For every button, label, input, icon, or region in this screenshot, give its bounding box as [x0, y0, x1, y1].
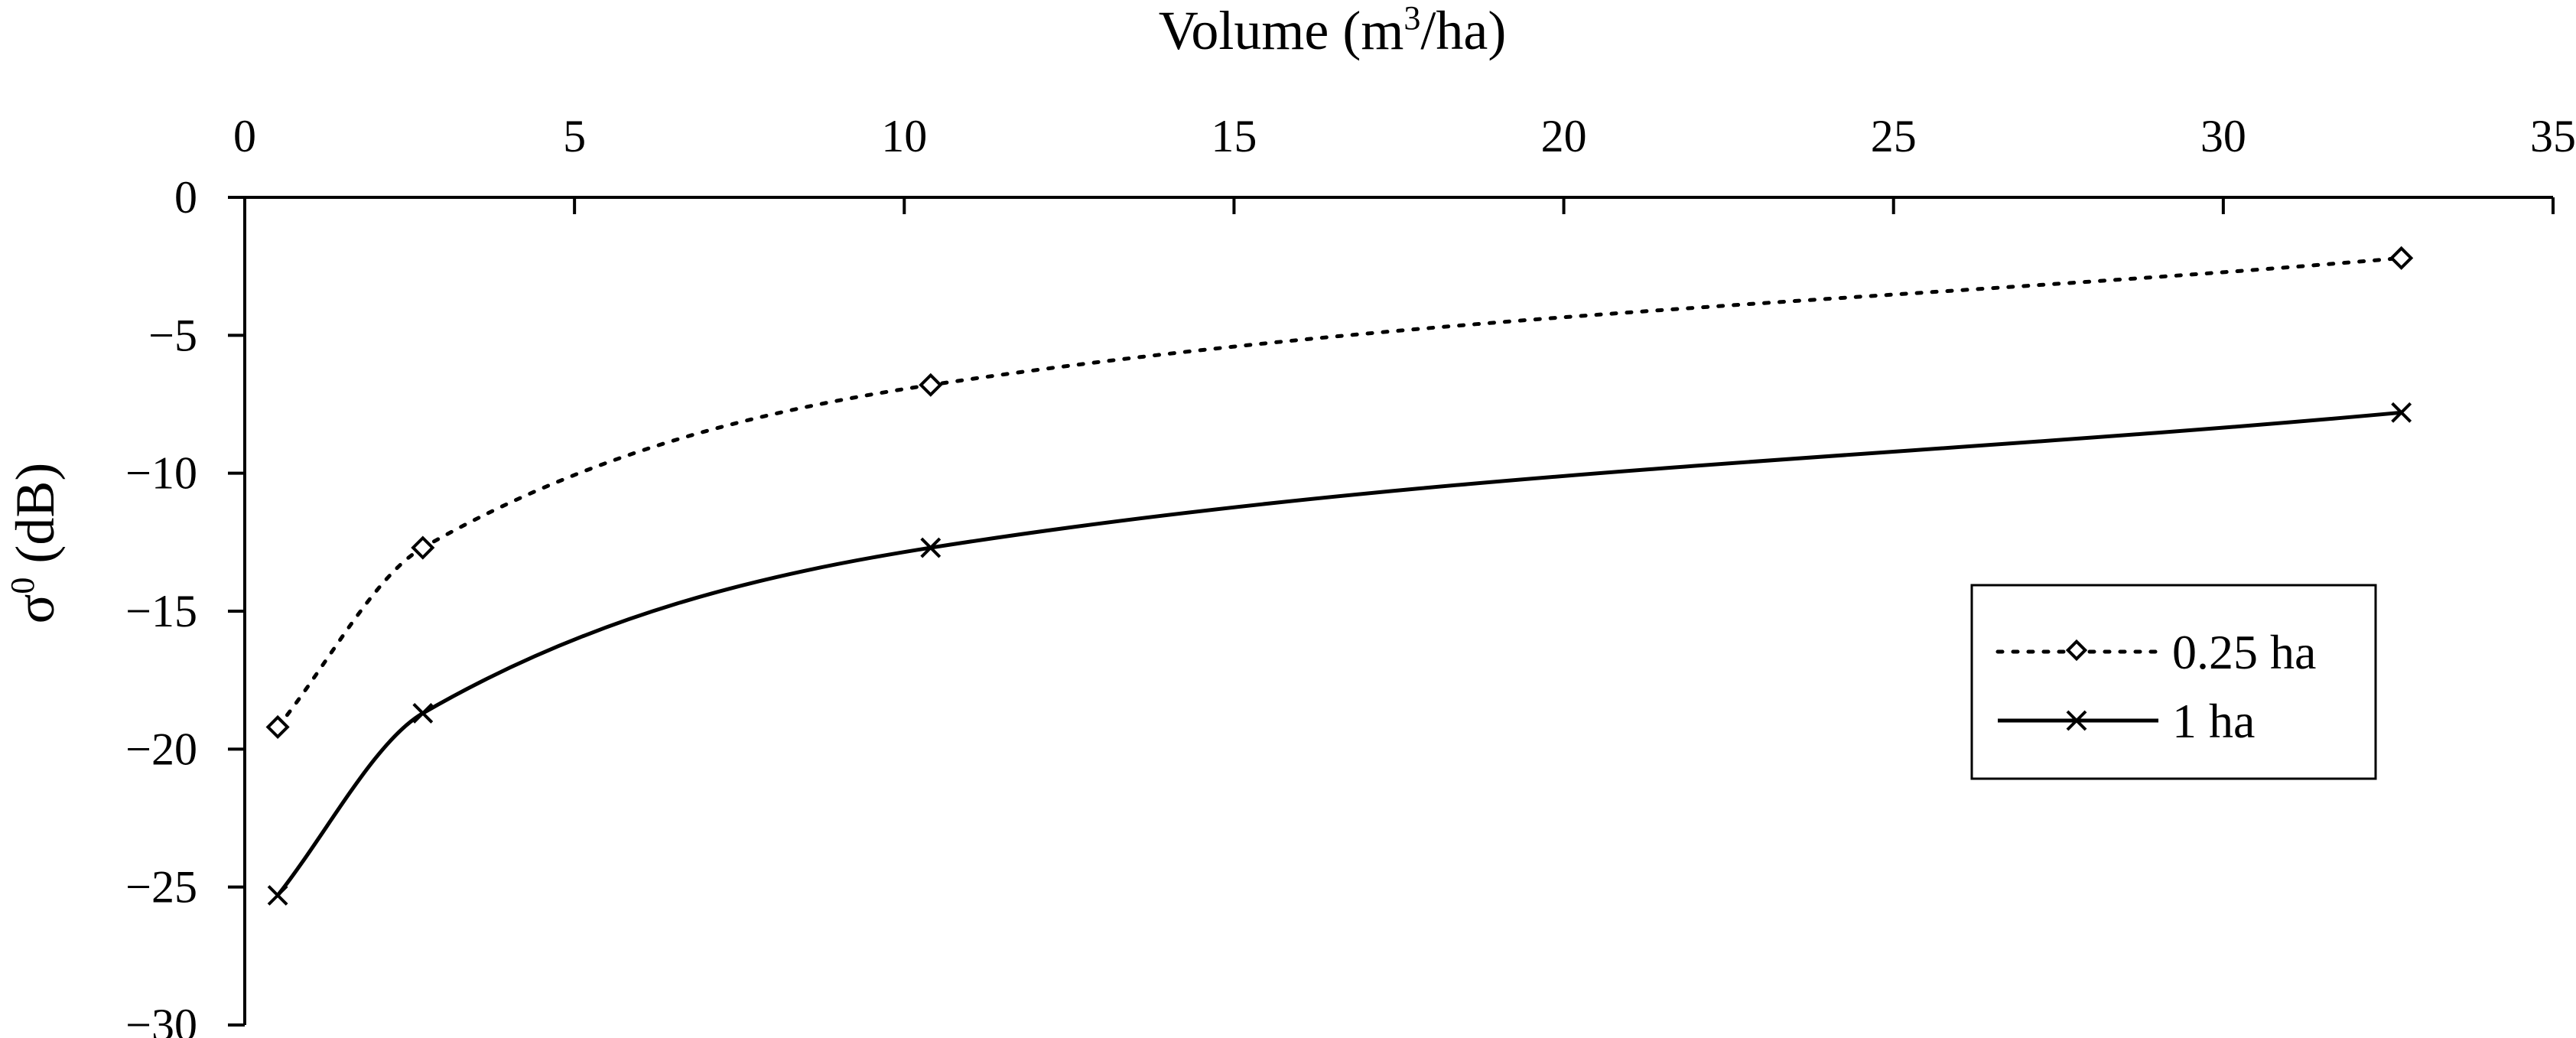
data-point-x: [2391, 402, 2412, 423]
y-tick-label: −20: [125, 724, 197, 774]
x-tick-label: 5: [563, 111, 586, 161]
data-point-x: [920, 537, 942, 558]
data-point-x: [267, 885, 288, 906]
y-tick-label: 0: [174, 172, 197, 223]
data-point-diamond: [411, 535, 435, 560]
y-tick-label: −5: [148, 310, 197, 360]
y-ticks-group: 0 −5 −10 −15 −20 −25 −30: [125, 172, 245, 1038]
series-line-0-25-ha: [275, 255, 2404, 729]
data-point-diamond: [2389, 246, 2414, 270]
y-tick-label: −30: [125, 1000, 197, 1038]
legend-label-1-ha: 1 ha: [2172, 694, 2255, 748]
x-ticks-group: 0 5 10 15 20 25 30 35: [233, 111, 2576, 214]
y-tick-label: −10: [125, 448, 197, 499]
data-point-diamond: [919, 373, 943, 397]
data-point-x: [412, 703, 434, 724]
legend-marker-diamond: [2065, 639, 2088, 662]
x-tick-label: 25: [1871, 111, 1917, 161]
x-axis-title: Volume (m3/ha): [1159, 0, 1507, 61]
series-layer: [265, 246, 2414, 906]
series-line-1-ha: [276, 410, 2402, 897]
y-tick-label: −25: [125, 862, 197, 913]
x-tick-label: 35: [2530, 111, 2576, 161]
legend-label-0-25-ha: 0.25 ha: [2172, 625, 2316, 679]
x-tick-label: 15: [1211, 111, 1257, 161]
legend-box: [1970, 584, 2377, 780]
x-tick-label: 0: [233, 111, 256, 161]
x-tick-label: 30: [2200, 111, 2246, 161]
legend-marker-x: [2066, 710, 2087, 731]
x-tick-label: 20: [1541, 111, 1587, 161]
y-axis-title: σ0 (dB): [4, 463, 66, 624]
legend: 0.25 ha 1 ha: [1970, 584, 2377, 780]
y-tick-label: −15: [125, 586, 197, 636]
x-tick-label: 10: [881, 111, 927, 161]
data-point-diamond: [265, 714, 290, 740]
